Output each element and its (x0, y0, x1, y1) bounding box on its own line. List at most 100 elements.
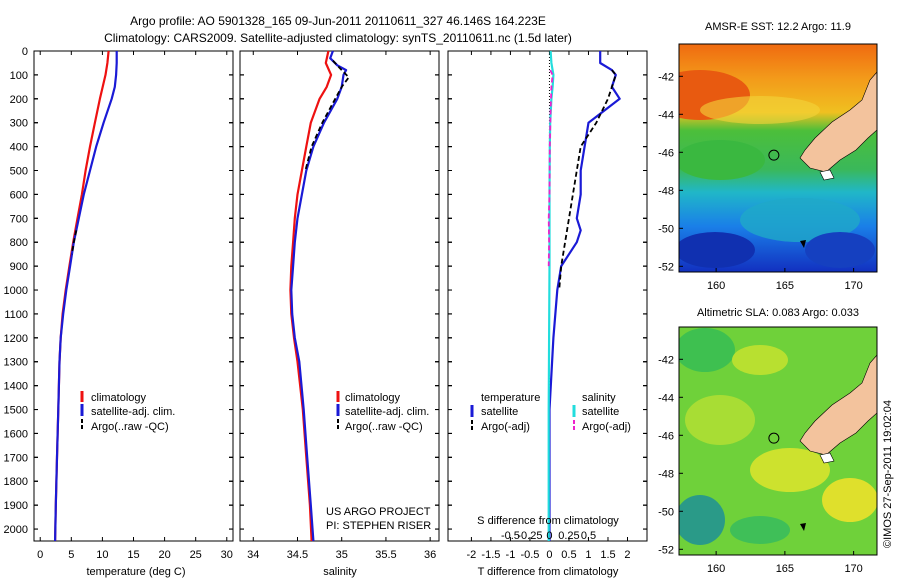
sla-patch-6 (822, 478, 877, 522)
map-y-tick-label: -48 (658, 185, 674, 197)
sst-field (679, 44, 877, 272)
sla-patch-3 (685, 395, 755, 445)
series-magenta-line (547, 69, 554, 267)
x-tick-label: -2 (467, 549, 477, 561)
series-argo-line (71, 230, 78, 255)
temperature-series (34, 50, 233, 542)
sst-map-title: AMSR-E SST: 12.2 Argo: 11.9 (705, 21, 851, 33)
sla-map-title: Altimetric SLA: 0.083 Argo: 0.033 (697, 307, 859, 319)
difference-axes (447, 50, 648, 542)
difference-legend: temperature salinity satellite Argo(-adj… (470, 392, 631, 433)
y-tick-label: 1500 (4, 405, 28, 417)
y-tick-label: 1700 (4, 452, 28, 464)
y-tick-label: 200 (10, 94, 28, 106)
y-tick-label: 1600 (4, 428, 28, 440)
sla-patch-4 (750, 448, 830, 492)
temperature-x-axis: 0 5 10 15 20 25 30 (37, 51, 233, 561)
sla-landmass (799, 354, 877, 456)
x-tick-label: 34.5 (287, 549, 308, 561)
figure-title-line2: Climatology: CARS2009. Satellite-adjuste… (104, 31, 572, 45)
depth-axis: 0 100 200 300 400 500 600 700 800 900 1000 1100 1200… (4, 46, 28, 536)
map-y-tick-label: -44 (658, 109, 674, 121)
map-y-tick-label: -48 (658, 468, 674, 480)
sla-map-frame (678, 326, 878, 556)
y-tick-label: 0 (22, 46, 28, 58)
x-tick-label: 35 (336, 549, 348, 561)
legend-argo-label: Argo(..raw -QC) (345, 421, 423, 433)
y-tick-label: 100 (10, 70, 28, 82)
map-y-tick-label: -42 (658, 354, 674, 366)
x-tick-label: 2 (624, 549, 630, 561)
sst-cyan-patch (740, 198, 860, 242)
y-tick-label: 500 (10, 166, 28, 178)
y-tick-label: 600 (10, 189, 28, 201)
sst-landmass (799, 71, 877, 173)
map-y-tick-label: -50 (658, 506, 674, 518)
series-sat-line (290, 50, 348, 542)
map-y-tick-label: -50 (658, 223, 674, 235)
x-tick-label: 25 (190, 549, 202, 561)
sla-patch-5 (679, 495, 725, 545)
legend-sat-label: satellite-adj. clim. (345, 406, 429, 418)
series-sat-line (54, 51, 118, 542)
salinity-x-axis: 34 34.5 35 35.5 36 (247, 51, 436, 561)
x-tick-label: 0 (37, 549, 43, 561)
x-tick-label: 0 (546, 549, 552, 561)
y-tick-label: 1900 (4, 500, 28, 512)
salinity-xlabel: salinity (323, 566, 357, 578)
y-tick-label: 800 (10, 237, 28, 249)
legend-argo-t-label: Argo(-adj) (481, 421, 530, 433)
temperature-panel: 0100200300400500600700800900100011001200… (4, 46, 234, 578)
legend-clim-label: climatology (345, 392, 401, 404)
legend-sat-label: satellite-adj. clim. (91, 406, 175, 418)
x-tick-label: 1 (585, 549, 591, 561)
project-pi: PI: STEPHEN RISER (326, 520, 431, 532)
sst-map-frame (678, 43, 878, 273)
x-tick-label: 20 (158, 549, 170, 561)
s-tick-label: 0 (546, 530, 552, 542)
series-clim-line (289, 50, 333, 542)
sst-map-axes: 160 165 170 -42 -44 -46 -48 -50 -52 (658, 71, 863, 292)
legend-sat-s-label: satellite (582, 406, 619, 418)
sla-patch-2 (732, 345, 788, 375)
salinity-axes (239, 50, 440, 542)
sst-front (700, 96, 820, 124)
salinity-legend: climatology satellite-adj. clim. Argo(..… (336, 391, 429, 433)
y-tick-label: 1400 (4, 381, 28, 393)
map-y-tick-label: -46 (658, 430, 674, 442)
map-y-tick-label: -52 (658, 261, 674, 273)
series-argo-line (304, 59, 350, 171)
legend-sat-t-label: satellite (481, 406, 518, 418)
map-x-tick-label: 165 (776, 280, 794, 292)
x-tick-label: 15 (127, 549, 139, 561)
x-tick-label: 34 (247, 549, 259, 561)
y-tick-label: 700 (10, 213, 28, 225)
y-tick-label: 400 (10, 142, 28, 154)
argo-float-marker (768, 149, 780, 161)
map-x-tick-label: 160 (707, 563, 725, 575)
sst-small-island (800, 240, 806, 248)
salinity-panel: 34 34.5 35 35.5 36 salinity climatology sate… (239, 50, 440, 578)
series-clim-line (54, 50, 110, 542)
s-difference-xlabel: S difference from climatology (477, 515, 619, 527)
temperature-xlabel: temperature (deg C) (86, 566, 185, 578)
legend-argo-label: Argo(..raw -QC) (91, 421, 169, 433)
sst-island (819, 169, 835, 181)
imos-watermark: ©IMOS 27-Sep-2011 19:02:04 (882, 400, 894, 548)
map-y-tick-label: -42 (658, 71, 674, 83)
x-tick-label: 10 (96, 549, 108, 561)
map-y-tick-label: -44 (658, 392, 674, 404)
sla-patch-1 (679, 328, 735, 372)
sst-map-panel: AMSR-E SST: 12.2 Argo: 11.9 160 165 170 -42… (658, 21, 878, 292)
sla-map-axes: 160 165 170 -42 -44 -46 -48 -50 -52 (658, 354, 863, 575)
x-tick-label: -1 (506, 549, 516, 561)
x-tick-label: 1.5 (600, 549, 615, 561)
legend-argo-s-label: Argo(-adj) (582, 421, 631, 433)
difference-series (448, 50, 647, 541)
map-x-tick-label: 165 (776, 563, 794, 575)
series-argo-line (558, 69, 617, 291)
y-tick-label: 1100 (4, 309, 28, 321)
x-tick-label: 36 (424, 549, 436, 561)
difference-panel: -2 -1.5 -1 -0.5 0 0.5 1 1.5 2 S difference from … (447, 50, 648, 578)
sst-cold-patch-2 (805, 232, 875, 268)
